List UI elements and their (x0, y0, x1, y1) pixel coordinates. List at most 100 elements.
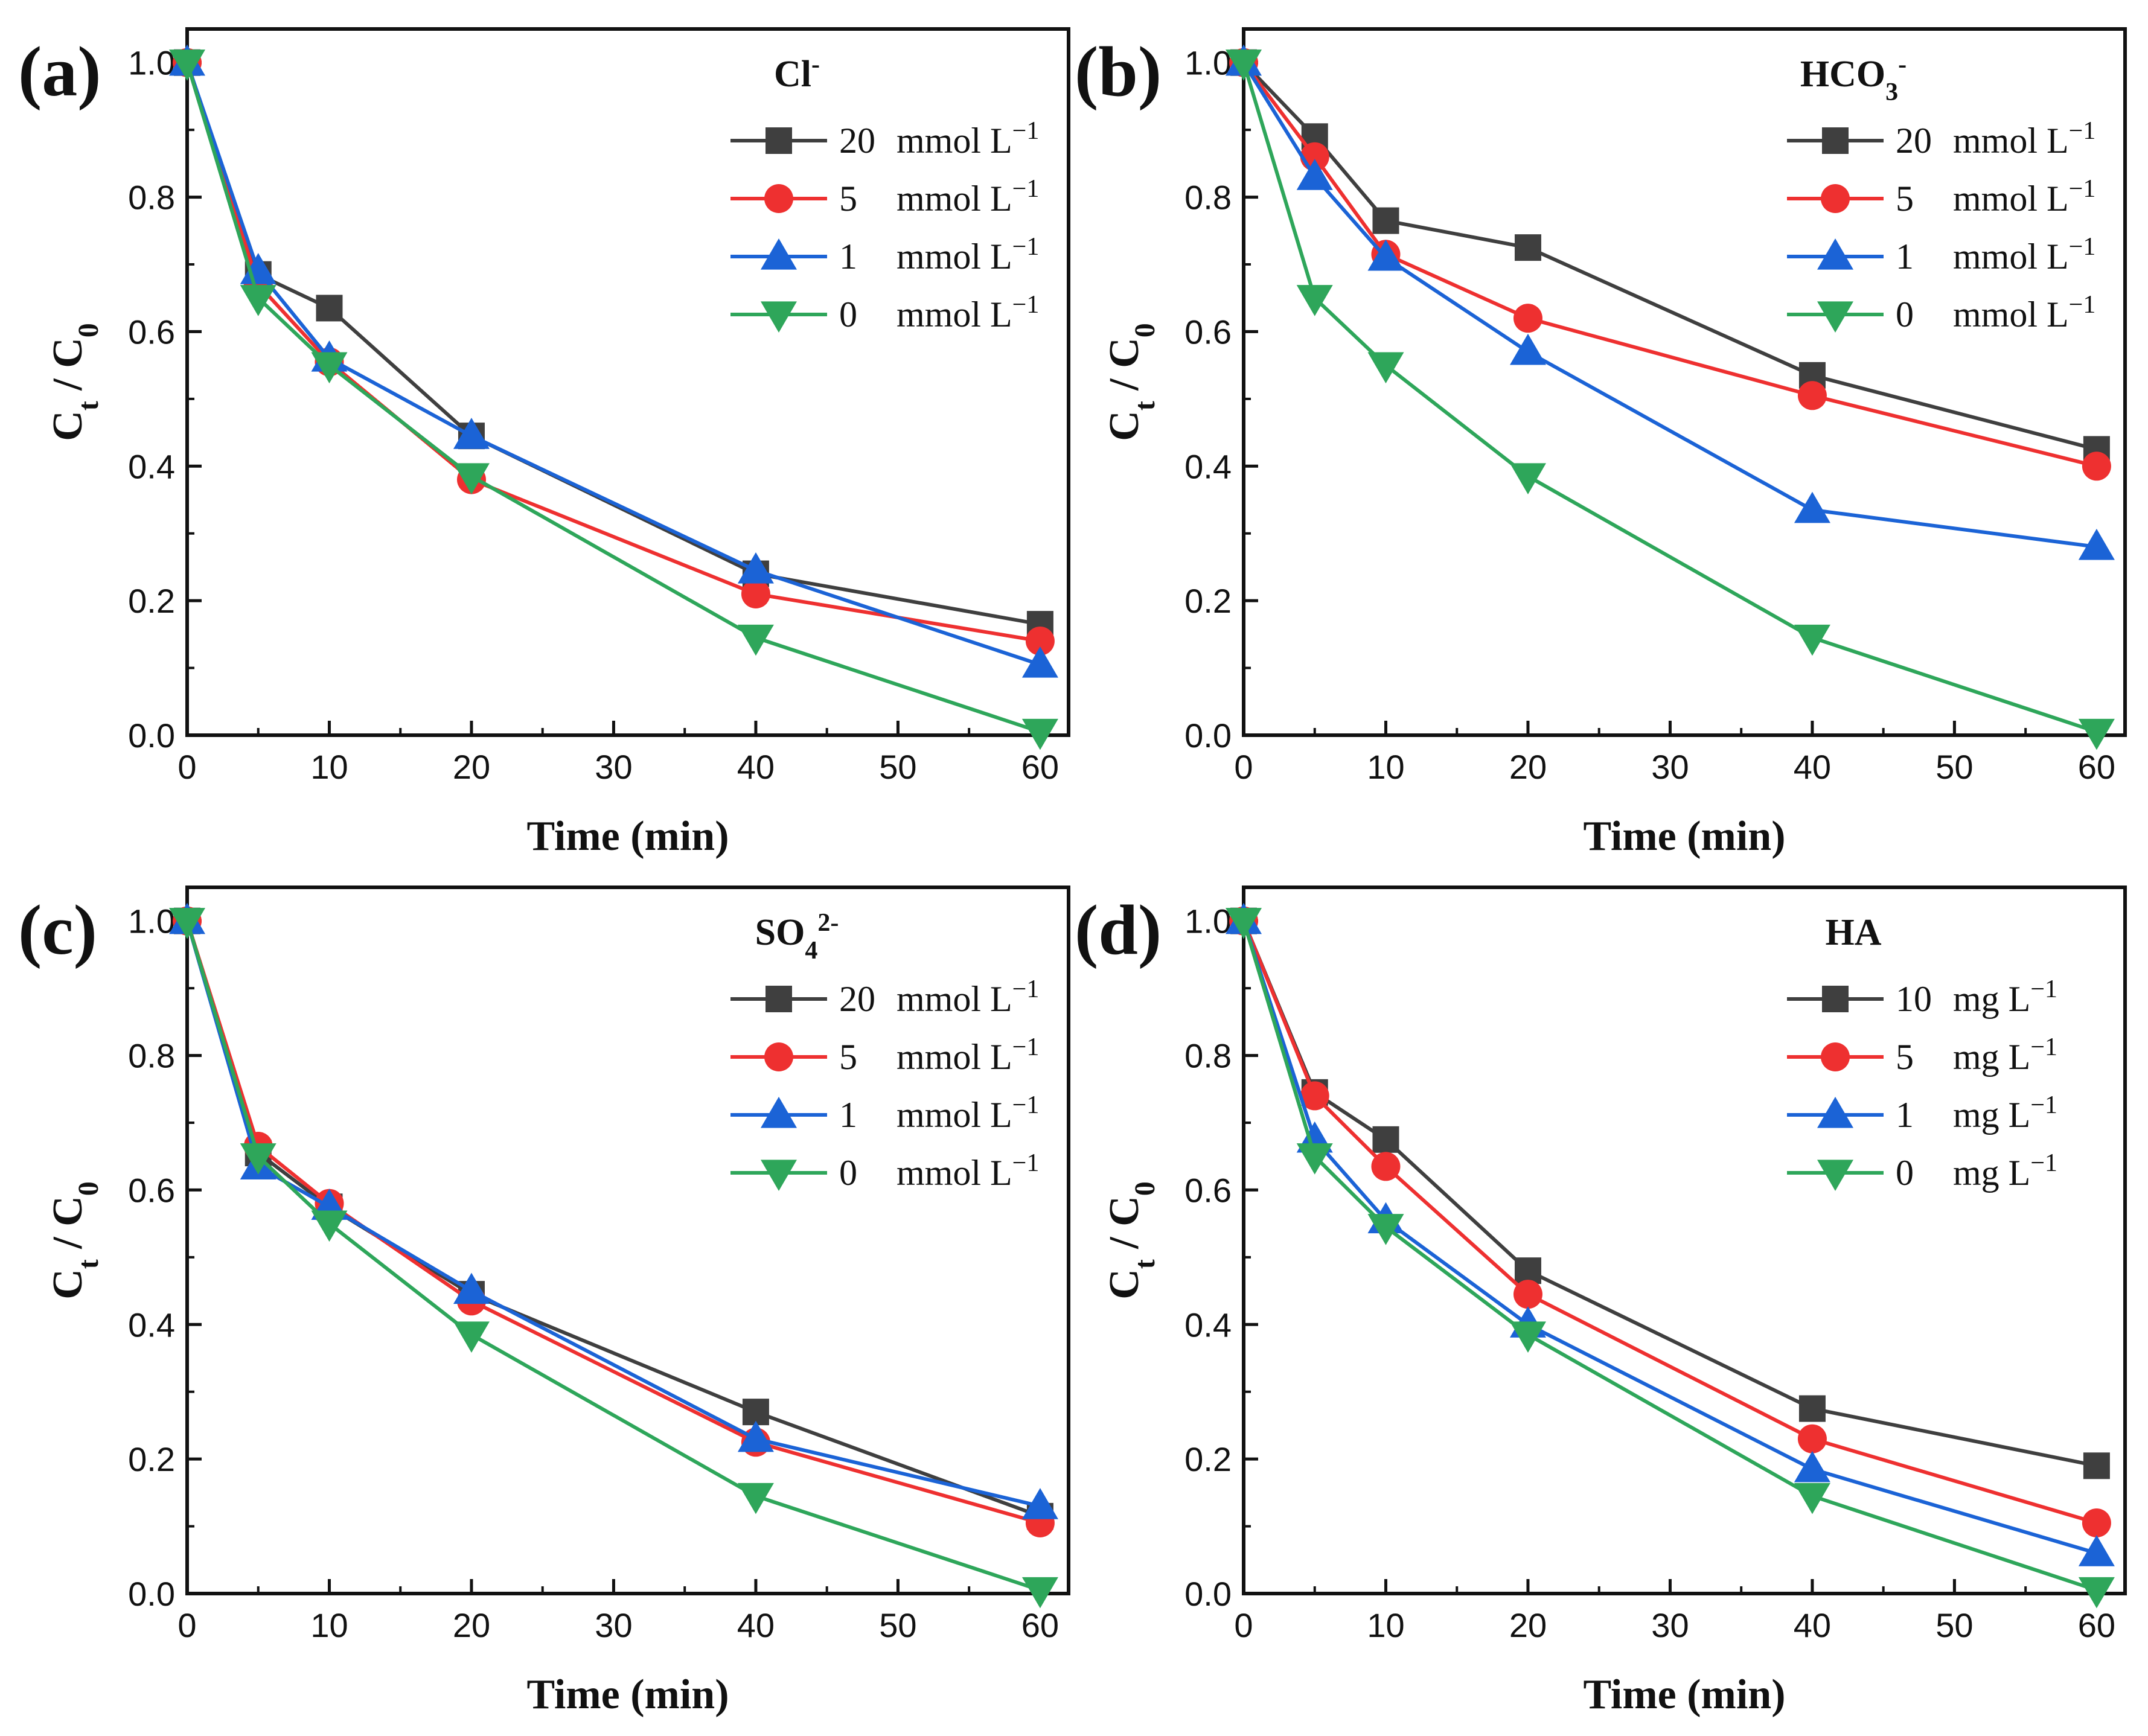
y-axis-title: Ct / C0 (1101, 323, 1161, 441)
data-point-0-5 (2083, 1452, 2110, 1479)
x-tick-label: 0 (1234, 748, 1253, 786)
legend-marker-0 (766, 986, 792, 1012)
data-point-3-3 (453, 1321, 490, 1353)
data-point-1-3 (1513, 1280, 1542, 1309)
x-tick-label: 30 (1651, 1606, 1689, 1644)
series-line-2 (185, 62, 1041, 666)
x-tick-label: 20 (453, 1606, 490, 1644)
y-tick-label: 0.2 (1184, 582, 1232, 620)
legend-marker-3 (1817, 1160, 1853, 1191)
y-tick-label: 0.0 (1184, 1575, 1232, 1613)
x-tick-label: 60 (2078, 748, 2115, 786)
data-point-1-5 (1025, 627, 1055, 656)
y-tick-label: 0.2 (1184, 1440, 1232, 1478)
chart-panel-c: 0 10 20 30 40 50 60 0.0 0.2 0.4 0.6 0.8 1.0 Time (min… (18, 886, 1070, 1718)
data-point-1-1 (1300, 1081, 1329, 1111)
x-tick-label: 60 (2078, 1606, 2115, 1644)
y-tick-label: 0.6 (128, 1171, 175, 1209)
data-point-3-5 (2078, 718, 2115, 750)
data-point-0-2 (1372, 207, 1399, 234)
plot-frame (185, 27, 1070, 737)
legend-entry-2: 1 mg L−1 (1896, 1091, 2057, 1135)
legend-marker-2 (1817, 238, 1853, 270)
data-point-2-4 (1794, 491, 1830, 523)
data-point-3-4 (737, 1482, 774, 1514)
x-tick-label: 30 (595, 1606, 632, 1644)
data-point-3-2 (1367, 352, 1404, 384)
data-point-2-3 (453, 1272, 490, 1304)
legend-entry-1: 5 mg L−1 (1896, 1033, 2057, 1077)
chart-panel-d: 0 10 20 30 40 50 60 0.0 0.2 0.4 0.6 0.8 1.0 Time (min… (1075, 886, 2127, 1718)
x-tick-label: 60 (1021, 748, 1059, 786)
y-axis-title: Ct / C0 (1101, 1181, 1161, 1300)
data-point-1-2 (1371, 1152, 1401, 1181)
data-point-3-2 (311, 1210, 348, 1242)
legend-marker-1 (1821, 184, 1850, 213)
series-line-3 (185, 62, 1041, 734)
legend-entry-3: 0 mmol L−1 (839, 1149, 1039, 1193)
y-tick-label: 0.2 (128, 1440, 175, 1478)
x-axis-title: Time (min) (1583, 813, 1785, 860)
data-point-1-4 (1797, 381, 1827, 410)
data-point-0-2 (316, 295, 343, 322)
legend-entry-1: 5 mmol L−1 (839, 175, 1039, 219)
legend-marker-2 (761, 1097, 797, 1128)
x-tick-label: 40 (1794, 1606, 1831, 1644)
y-tick-label: 0.4 (128, 447, 175, 485)
legend-marker-3 (761, 301, 797, 333)
series-line-1 (185, 920, 1041, 1525)
data-point-3-4 (1794, 624, 1830, 656)
y-tick-label: 1.0 (1184, 902, 1232, 940)
y-tick-label: 0.6 (128, 313, 175, 351)
legend-marker-1 (764, 1042, 793, 1071)
legend-marker-0 (1822, 986, 1849, 1012)
legend-marker-3 (761, 1160, 797, 1191)
data-point-2-4 (737, 1420, 774, 1452)
data-point-0-3 (1514, 234, 1541, 261)
y-tick-label: 0.0 (128, 716, 175, 755)
series-line-3 (1242, 62, 2097, 734)
series-line-3 (1242, 920, 2097, 1592)
y-tick-label: 0.4 (128, 1306, 175, 1344)
x-axis-title: Time (min) (1583, 1671, 1785, 1718)
legend-entry-2: 1 mmol L−1 (839, 233, 1039, 276)
legend-entry-2: 1 mmol L−1 (839, 1091, 1039, 1135)
x-tick-label: 20 (453, 748, 490, 786)
plot-frame (185, 886, 1070, 1595)
x-tick-label: 10 (310, 748, 348, 786)
legend-entry-0: 10 mg L−1 (1896, 975, 2057, 1019)
y-tick-label: 0.8 (128, 179, 175, 217)
legend-entry-0: 20 mmol L−1 (839, 117, 1039, 161)
data-point-3-5 (2078, 1577, 2115, 1609)
panel-label: (a) (18, 32, 101, 111)
legend-title: HA (1826, 912, 1882, 953)
legend-entry-2: 1 mmol L−1 (1896, 233, 2095, 276)
data-point-2-5 (1021, 646, 1058, 678)
legend-entry-3: 0 mmol L−1 (1896, 291, 2095, 334)
data-point-2-3 (1509, 333, 1546, 365)
x-tick-label: 0 (1234, 1606, 1253, 1644)
y-tick-label: 0.8 (128, 1037, 175, 1075)
x-tick-label: 60 (1021, 1606, 1059, 1644)
chart-panel-b: 0 10 20 30 40 50 60 0.0 0.2 0.4 0.6 0.8 1.0 Time (min… (1075, 27, 2127, 860)
y-axis-title: Ct / C0 (45, 1181, 104, 1300)
data-point-0-4 (1798, 1395, 1826, 1422)
x-tick-label: 50 (879, 748, 916, 786)
x-tick-label: 40 (737, 1606, 775, 1644)
data-point-2-2 (1367, 239, 1404, 271)
data-point-0-3 (1514, 1257, 1541, 1284)
series-line-1 (1242, 61, 2097, 468)
x-tick-label: 10 (310, 1606, 348, 1644)
x-axis-title: Time (min) (526, 1671, 729, 1718)
x-tick-label: 20 (1509, 1606, 1547, 1644)
y-tick-label: 0.0 (1184, 716, 1232, 755)
data-point-3-2 (1367, 1214, 1404, 1245)
x-tick-label: 0 (177, 748, 196, 786)
data-point-3-2 (311, 352, 348, 384)
data-point-2-1 (240, 253, 276, 284)
data-point-2-1 (1296, 159, 1333, 190)
data-point-1-5 (2082, 1508, 2111, 1537)
data-point-3-5 (1021, 1577, 1058, 1609)
x-tick-label: 0 (177, 1606, 196, 1644)
plot-frame (1242, 27, 2127, 737)
